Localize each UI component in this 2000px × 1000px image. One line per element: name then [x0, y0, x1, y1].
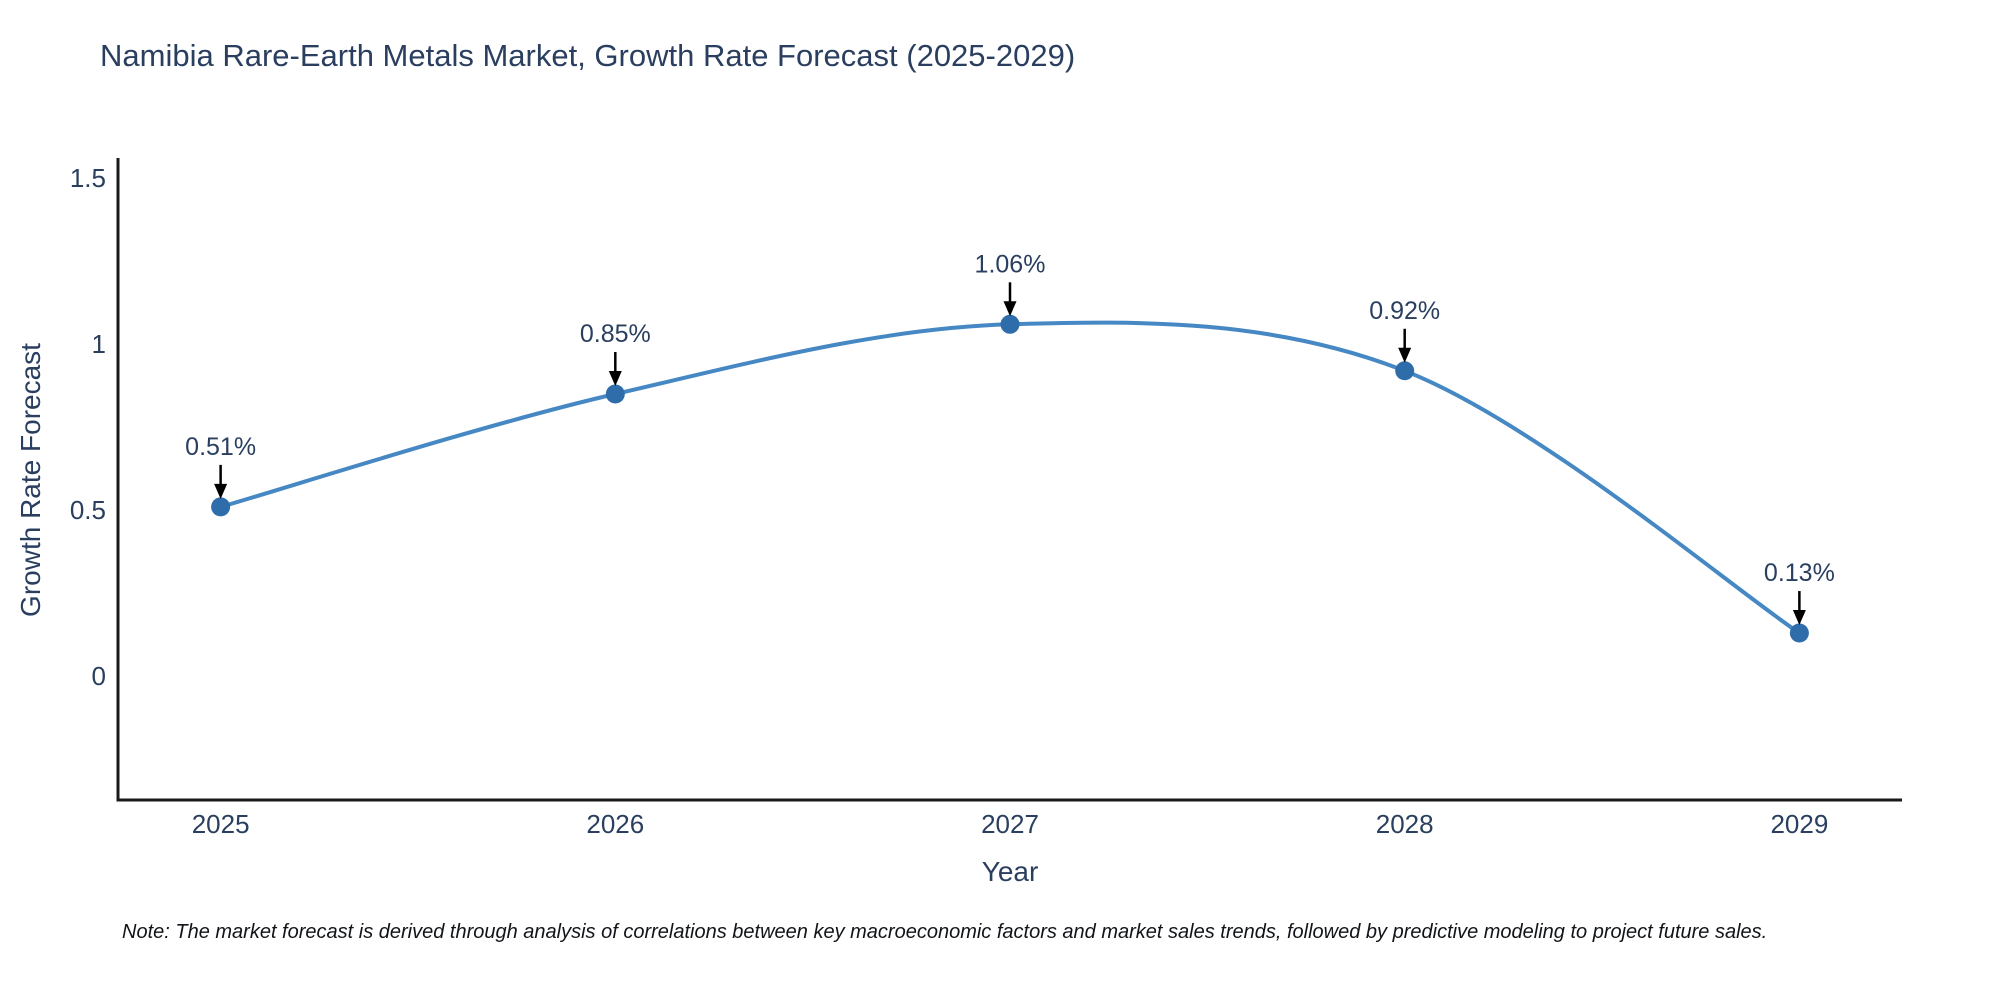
annotation-arrowhead-icon	[214, 483, 228, 499]
data-point-marker	[1789, 623, 1809, 643]
x-axis-title: Year	[981, 856, 1039, 887]
annotation-arrowhead-icon	[608, 371, 622, 387]
y-tick-label: 0	[92, 661, 106, 691]
annotation-arrowhead-icon	[1398, 347, 1412, 363]
data-point-label: 0.85%	[580, 320, 651, 348]
y-tick-label: 0.5	[70, 495, 106, 525]
data-point-label: 0.13%	[1764, 559, 1835, 587]
chart-title: Namibia Rare-Earth Metals Market, Growth…	[100, 38, 1076, 73]
annotation-arrowhead-icon	[1792, 610, 1806, 626]
data-point-marker	[1395, 361, 1415, 381]
data-point-marker	[211, 497, 231, 517]
data-point-marker	[605, 384, 625, 404]
y-tick-label: 1.5	[70, 163, 106, 193]
x-tick-label: 2026	[586, 809, 644, 839]
forecast-line-series	[218, 320, 1802, 635]
annotation-arrowhead-icon	[1003, 301, 1017, 317]
y-tick-label: 1	[92, 329, 106, 359]
chart-note: Note: The market forecast is derived thr…	[122, 921, 1768, 943]
x-tick-label: 2027	[981, 809, 1039, 839]
x-tick-label: 2029	[1770, 809, 1828, 839]
data-point-label: 0.51%	[185, 433, 256, 461]
x-tick-label: 2028	[1376, 809, 1434, 839]
data-point-label: 1.06%	[975, 250, 1046, 278]
x-tick-label: 2025	[192, 809, 250, 839]
data-point-marker	[1000, 314, 1020, 334]
data-point-label: 0.92%	[1369, 297, 1440, 325]
